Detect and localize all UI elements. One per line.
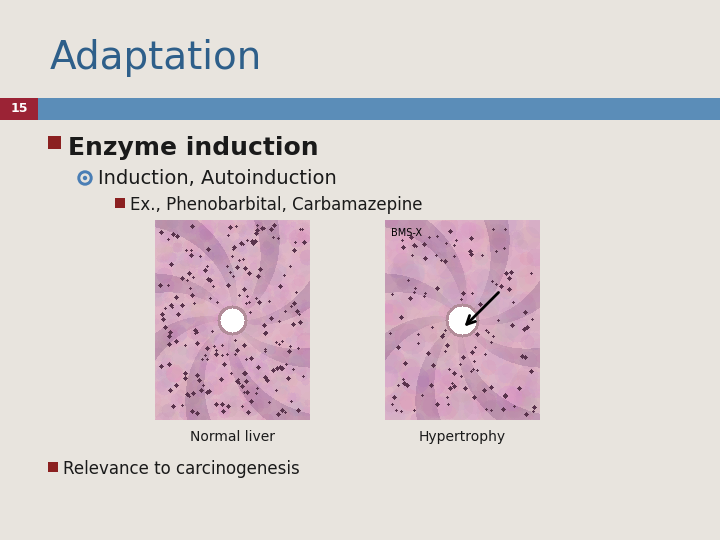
Text: 15: 15 [10,103,28,116]
Text: Ex., Phenobarbital, Carbamazepine: Ex., Phenobarbital, Carbamazepine [130,196,423,214]
Text: Adaptation: Adaptation [50,39,262,77]
Circle shape [81,174,89,182]
Circle shape [78,171,92,185]
Text: Normal liver: Normal liver [189,430,274,444]
Text: Enzyme induction: Enzyme induction [68,136,319,160]
Bar [48,136,61,149]
Text: BMS-X: BMS-X [390,228,421,239]
Text: Induction, Autoinduction: Induction, Autoinduction [98,168,337,187]
Bar [0,98,720,120]
Bar [0,98,38,120]
Bar [115,198,125,208]
Bar [48,462,58,472]
Circle shape [84,177,86,179]
Text: Relevance to carcinogenesis: Relevance to carcinogenesis [63,460,300,478]
Text: Hypertrophy: Hypertrophy [418,430,505,444]
